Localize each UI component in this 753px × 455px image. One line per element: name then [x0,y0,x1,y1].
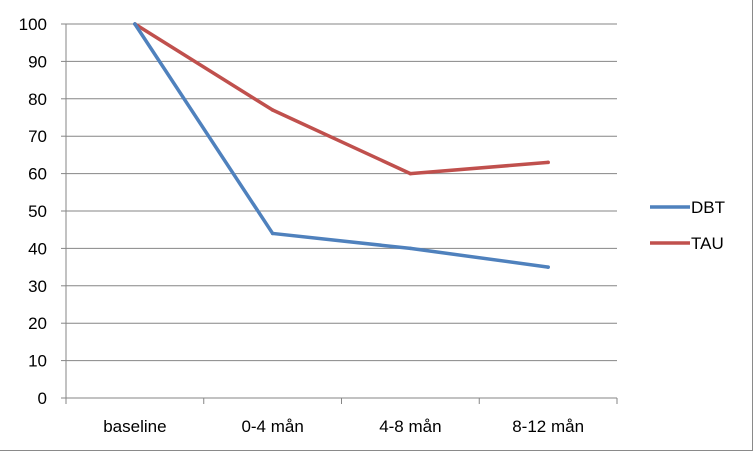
data-point-dbt [546,265,550,269]
series-layer [133,22,550,269]
y-tick-label: 10 [28,352,47,371]
y-tick-label: 20 [28,314,47,333]
series-line-tau [133,22,550,176]
data-point-tau [546,160,550,165]
legend-label-tau: TAU [691,234,724,253]
grid-layer [66,23,617,362]
y-tick-label: 100 [19,15,47,34]
axis-layer: 0 10 20 30 40 50 60 70 80 90 100 baseline 0-4 mån 4-8… [19,15,618,436]
x-tick-label: 4-8 mån [379,417,441,436]
y-tick-label: 80 [28,90,47,109]
data-point-dbt [408,246,413,251]
data-point-tau [408,171,413,176]
x-tick-label: 0-4 mån [241,417,303,436]
y-tick-label: 30 [28,277,47,296]
x-tick-label: 8-12 mån [512,417,584,436]
legend: DBT TAU [650,198,725,253]
y-tick-label: 60 [28,165,47,184]
y-tick-label: 70 [28,127,47,146]
y-tick-label: 50 [28,202,47,221]
x-tick-label: baseline [103,417,166,436]
data-point-dbt [133,22,137,26]
y-tick-label: 90 [28,52,47,71]
y-tick-label: 0 [38,389,47,408]
data-point-dbt [270,231,275,236]
data-point-tau [270,108,275,112]
legend-label-dbt: DBT [691,198,725,217]
y-tick-label: 40 [28,239,47,258]
series-line-dbt [133,22,550,269]
